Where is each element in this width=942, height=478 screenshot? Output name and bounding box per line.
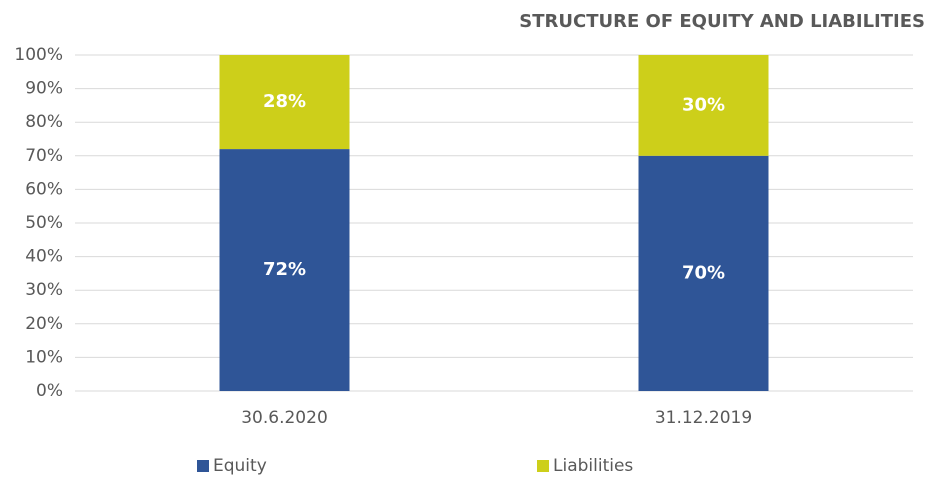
- chart-title: STRUCTURE OF EQUITY AND LIABILITIES: [519, 11, 925, 32]
- y-tick-label: 100%: [14, 45, 63, 65]
- value-label: 72%: [263, 259, 306, 280]
- value-label: 28%: [263, 91, 306, 112]
- legend-swatch: [197, 460, 209, 472]
- legend-label: Equity: [213, 456, 267, 476]
- legend-label: Liabilities: [553, 456, 633, 476]
- y-tick-label: 40%: [25, 247, 63, 267]
- y-tick-label: 80%: [25, 112, 63, 132]
- legend-swatch: [537, 460, 549, 472]
- x-tick-label: 31.12.2019: [655, 408, 752, 428]
- y-tick-label: 30%: [25, 280, 63, 300]
- y-tick-label: 0%: [36, 381, 63, 401]
- bar-segment: [219, 55, 350, 150]
- bar-segment: [638, 155, 769, 391]
- y-tick-label: 90%: [25, 79, 63, 99]
- bar-segment: [638, 55, 769, 156]
- value-label: 70%: [682, 262, 725, 283]
- y-tick-label: 10%: [25, 347, 63, 367]
- y-tick-label: 20%: [25, 314, 63, 334]
- value-label: 30%: [682, 94, 725, 115]
- x-tick-label: 30.6.2020: [241, 408, 328, 428]
- y-tick-label: 70%: [25, 146, 63, 166]
- y-tick-label: 60%: [25, 179, 63, 199]
- bar-segment: [219, 149, 350, 391]
- y-tick-label: 50%: [25, 213, 63, 233]
